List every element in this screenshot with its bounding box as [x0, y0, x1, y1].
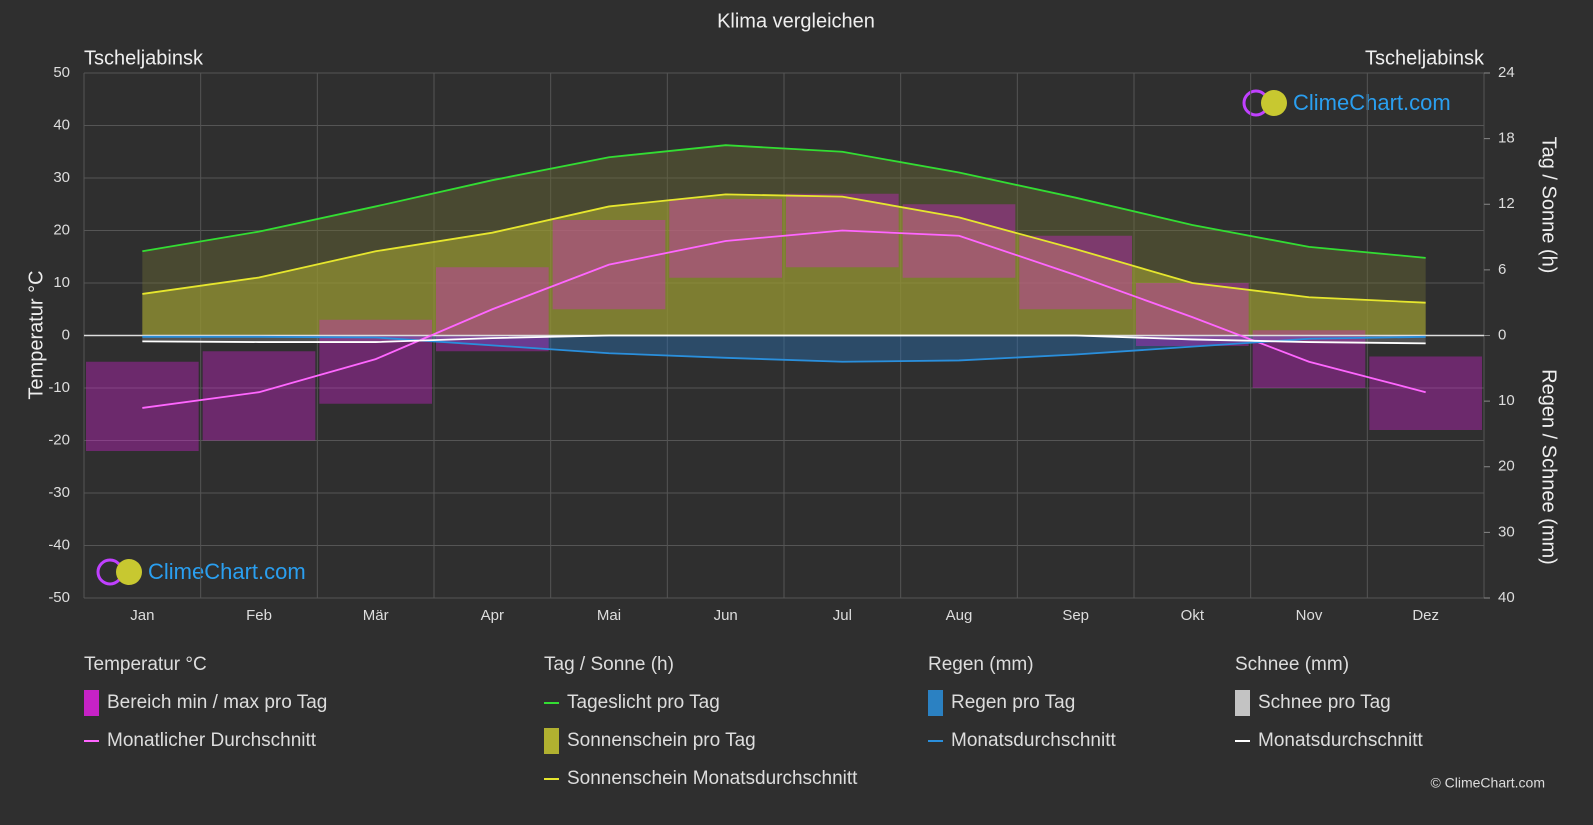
legend-swatch	[928, 690, 943, 716]
y-tick-label: -40	[48, 536, 70, 553]
x-tick-label: Mär	[363, 607, 389, 624]
y3-axis-label: Regen / Schnee (mm)	[1538, 369, 1560, 565]
temp-range	[902, 204, 1016, 278]
temp-range	[669, 199, 782, 278]
x-tick-label: Feb	[246, 607, 272, 624]
legend-swatch	[84, 690, 99, 716]
y-tick-label: 0	[62, 326, 70, 343]
legend-label: Monatsdurchschnitt	[951, 730, 1116, 751]
x-tick-label: Dez	[1412, 607, 1439, 624]
y3-tick-label: 40	[1498, 589, 1515, 606]
x-tick-label: Sep	[1062, 607, 1089, 624]
y2-axis-label: Tag / Sonne (h)	[1538, 137, 1560, 274]
legend-title: Schnee (mm)	[1235, 654, 1349, 675]
legend-label: Bereich min / max pro Tag	[107, 692, 327, 713]
y-tick-label: -50	[48, 589, 70, 606]
x-tick-label: Jul	[833, 607, 852, 624]
legend-label: Schnee pro Tag	[1258, 692, 1391, 713]
y-axis-label: Temperatur °C	[25, 270, 47, 399]
logo-sun	[1261, 90, 1287, 116]
legend-title: Regen (mm)	[928, 654, 1034, 675]
legend-swatch	[544, 728, 559, 754]
series-line	[142, 334, 1426, 345]
y-tick-label: -20	[48, 431, 70, 448]
logo-top: ClimeChart.com	[1242, 89, 1451, 117]
y-tick-label: -10	[48, 379, 70, 396]
temp-range	[202, 351, 316, 441]
legend-label: Regen pro Tag	[951, 692, 1075, 713]
rain-area	[142, 335, 1426, 362]
temp-range	[1369, 356, 1482, 430]
temp-range	[1252, 330, 1366, 388]
x-tick-label: Aug	[946, 607, 973, 624]
y2-tick-label: 24	[1498, 64, 1515, 81]
x-tick-label: Jan	[130, 607, 154, 624]
sunshine-area	[142, 194, 1426, 336]
legend-label: Monatlicher Durchschnitt	[107, 730, 317, 751]
chart-title: Klima vergleichen	[717, 10, 875, 32]
series-line	[142, 335, 1426, 363]
legend-title: Temperatur °C	[84, 654, 207, 675]
temp-range	[86, 361, 199, 451]
y2-tick-label: 0	[1498, 326, 1506, 343]
x-tick-label: Mai	[597, 607, 621, 624]
temp-range	[319, 319, 432, 404]
logo-bottom: ClimeChart.com	[96, 558, 306, 586]
y2-tick-label: 6	[1498, 261, 1506, 278]
y-tick-label: 10	[53, 274, 70, 291]
x-tick-label: Apr	[481, 607, 504, 624]
logo-sun	[116, 559, 142, 585]
y3-tick-label: 10	[1498, 392, 1515, 409]
location-right: Tscheljabinsk	[1365, 47, 1485, 69]
x-tick-label: Jun	[714, 607, 738, 624]
y3-tick-label: 30	[1498, 523, 1515, 540]
legend-label: Sonnenschein Monatsdurchschnitt	[567, 768, 858, 789]
y-tick-label: 20	[53, 221, 70, 238]
legend-swatch	[1235, 690, 1250, 716]
legend-title: Tag / Sonne (h)	[544, 654, 674, 675]
legend-label: Monatsdurchschnitt	[1258, 730, 1423, 751]
y-tick-label: 50	[53, 64, 70, 81]
x-tick-label: Nov	[1296, 607, 1323, 624]
series-line	[142, 229, 1426, 409]
location-left: Tscheljabinsk	[84, 47, 204, 69]
legend-label: Tageslicht pro Tag	[567, 692, 720, 713]
temp-range	[1019, 235, 1132, 310]
series-line	[142, 144, 1426, 259]
y2-tick-label: 18	[1498, 130, 1515, 147]
copyright: © ClimeChart.com	[1430, 775, 1545, 791]
snow-area	[142, 335, 1426, 344]
logo-text: ClimeChart.com	[1293, 90, 1451, 115]
logo-text: ClimeChart.com	[148, 559, 306, 584]
legend-label: Sonnenschein pro Tag	[567, 730, 756, 751]
y3-tick-label: 20	[1498, 458, 1515, 475]
y-tick-label: 30	[53, 169, 70, 186]
temp-range	[1136, 283, 1249, 346]
y2-tick-label: 12	[1498, 195, 1515, 212]
y-tick-label: 40	[53, 116, 70, 133]
series-line	[142, 193, 1426, 304]
y-tick-label: -30	[48, 484, 70, 501]
x-tick-label: Okt	[1181, 607, 1205, 624]
